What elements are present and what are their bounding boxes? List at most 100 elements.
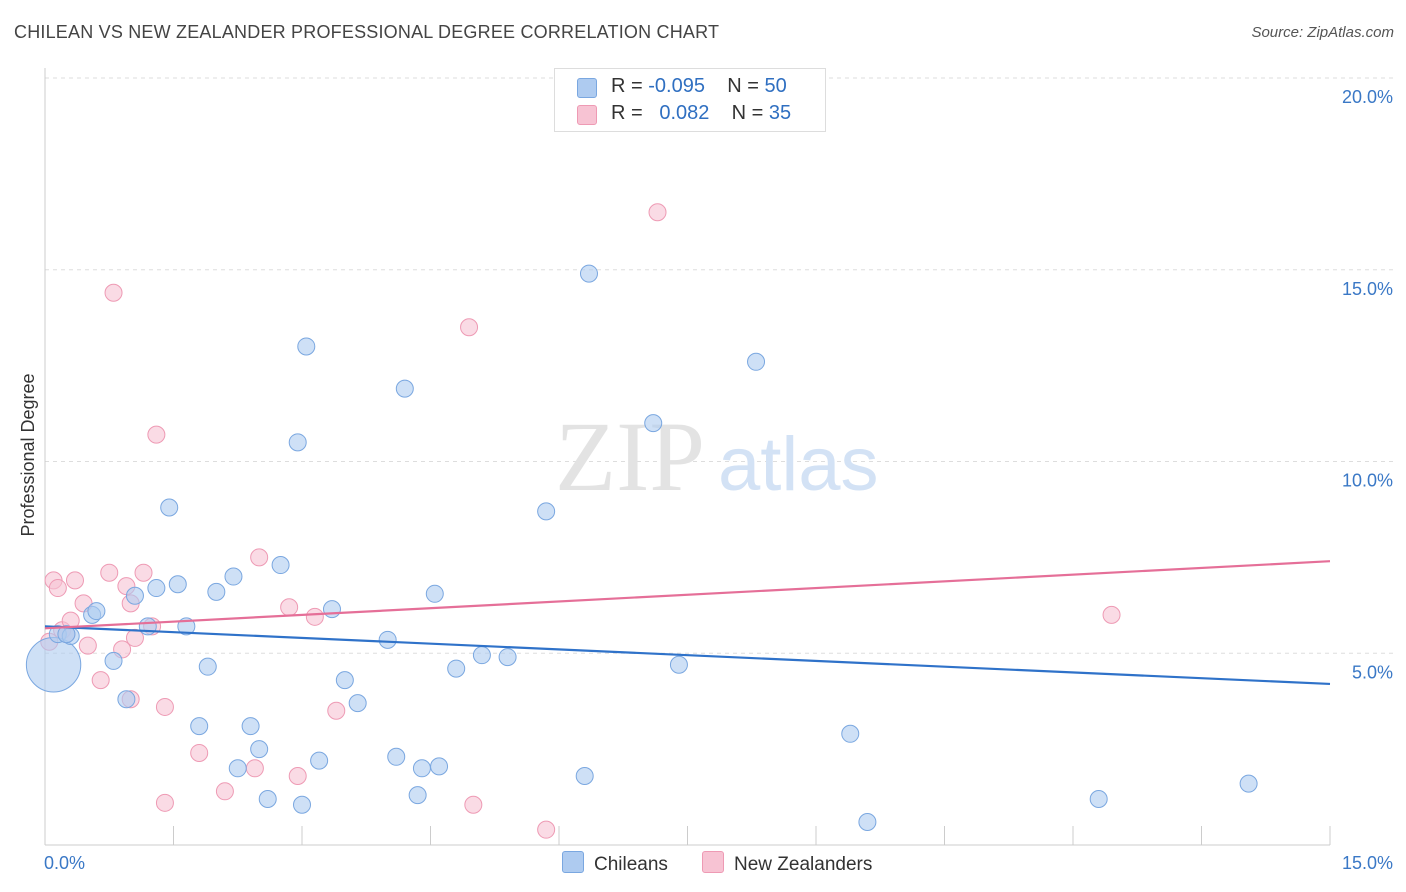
point-new-zealanders-29 — [327, 701, 346, 720]
point-chileans-25 — [310, 751, 329, 770]
point-new-zealanders-19 — [147, 425, 166, 444]
point-chileans-22 — [288, 433, 307, 452]
legend-n-label: N = — [727, 75, 765, 97]
point-new-zealanders-28 — [305, 607, 324, 626]
bottom-legend-label-chileans: Chileans — [594, 854, 668, 875]
point-new-zealanders-6 — [65, 571, 84, 590]
source-label: Source: ZipAtlas.com — [1251, 24, 1394, 41]
point-chileans-40 — [575, 766, 594, 785]
point-chileans-7 — [125, 586, 144, 605]
point-chileans-6 — [117, 690, 136, 709]
point-chileans-30 — [387, 747, 406, 766]
point-chileans-9 — [147, 579, 166, 598]
point-chileans-37 — [472, 646, 491, 665]
point-chileans-5 — [104, 651, 123, 670]
legend-r-label: R = — [611, 102, 649, 124]
point-chileans-17 — [228, 759, 247, 778]
point-new-zealanders-17 — [134, 563, 153, 582]
point-chileans-38 — [498, 648, 517, 667]
point-new-zealanders-11 — [104, 283, 123, 302]
legend-n-label: N = — [731, 102, 769, 124]
point-chileans-10 — [160, 498, 179, 517]
point-chileans-24 — [297, 337, 316, 356]
point-chileans-41 — [579, 264, 598, 283]
point-chileans-34 — [425, 584, 444, 603]
point-new-zealanders-2 — [48, 579, 67, 598]
point-new-zealanders-27 — [288, 766, 307, 785]
grid-lines — [45, 77, 1395, 654]
watermark-atlas: atlas — [718, 422, 879, 507]
point-new-zealanders-21 — [155, 793, 174, 812]
point-new-zealanders-30 — [460, 318, 479, 337]
point-chileans-36 — [447, 659, 466, 678]
point-chileans-4 — [87, 602, 106, 621]
chart-title: CHILEAN VS NEW ZEALANDER PROFESSIONAL DE… — [14, 22, 720, 42]
trend-line-new-zealanders — [44, 560, 1331, 630]
point-chileans-13 — [190, 717, 209, 736]
point-chileans-45 — [841, 724, 860, 743]
tick-labels: 5.0% 10.0% 15.0% 20.0% 0.0% 15.0% — [44, 87, 1393, 873]
axes — [44, 68, 1331, 846]
point-new-zealanders-24 — [245, 759, 264, 778]
point-chileans-49 — [57, 625, 76, 644]
trend-lines — [44, 560, 1331, 686]
point-chileans-39 — [537, 502, 556, 521]
y-axis-title: Professional Degree — [18, 373, 38, 536]
x-tick-label-end: 15.0% — [1342, 853, 1393, 873]
bottom-legend-label-new-zealanders: New Zealanders — [734, 854, 873, 875]
point-chileans-44 — [747, 352, 766, 371]
watermark-zip: ZIP — [555, 401, 705, 512]
point-new-zealanders-23 — [215, 782, 234, 801]
point-new-zealanders-25 — [250, 548, 269, 567]
point-new-zealanders-34 — [1102, 605, 1121, 624]
point-chileans-33 — [412, 759, 431, 778]
point-chileans-19 — [250, 740, 269, 759]
point-chileans-32 — [408, 786, 427, 805]
point-new-zealanders-22 — [190, 743, 209, 762]
legend-r-value: 0.082 — [659, 102, 710, 124]
point-new-zealanders-33 — [648, 203, 667, 222]
point-chileans-27 — [335, 671, 354, 690]
point-chileans-26 — [322, 600, 341, 619]
x-tick-label-start: 0.0% — [44, 853, 85, 873]
legend-swatch-chileans — [577, 78, 597, 98]
point-chileans-28 — [348, 694, 367, 713]
point-chileans-16 — [224, 567, 243, 586]
y-tick-label-3: 20.0% — [1342, 87, 1393, 107]
y-tick-label-0: 5.0% — [1352, 662, 1393, 682]
point-chileans-20 — [258, 789, 277, 808]
point-chileans-23 — [293, 795, 311, 814]
point-chileans-48 — [1239, 774, 1258, 793]
legend-swatch-new-zealanders — [577, 105, 597, 125]
point-new-zealanders-32 — [537, 820, 556, 839]
point-chileans-46 — [858, 812, 877, 831]
point-chileans-47 — [1089, 789, 1108, 808]
point-new-zealanders-20 — [155, 697, 174, 716]
point-chileans-43 — [669, 655, 688, 674]
y-tick-label-2: 15.0% — [1342, 279, 1393, 299]
point-new-zealanders-9 — [91, 671, 110, 690]
point-chileans-35 — [430, 757, 449, 776]
legend-n-value: 50 — [764, 75, 787, 97]
point-chileans-42 — [644, 414, 663, 433]
watermark: ZIP atlas — [555, 401, 879, 512]
point-chileans-15 — [207, 582, 226, 601]
bottom-legend-swatch-new-zealanders — [702, 851, 724, 873]
legend-row-new-zealanders: R = 0.082 N = 35 — [577, 102, 791, 128]
legend-row-chileans: R = -0.095 N = 50 — [577, 75, 787, 101]
trend-line-chileans — [44, 625, 1331, 686]
bottom-legend-chileans: Chileans — [562, 851, 668, 876]
stats-legend: R = -0.095 N = 50 R = 0.082 N = 35 — [554, 68, 826, 132]
data-points — [25, 203, 1258, 839]
legend-n-value: 35 — [768, 102, 792, 124]
point-chileans-11 — [168, 575, 187, 594]
bottom-legend-swatch-chileans — [562, 851, 584, 873]
y-tick-label-1: 10.0% — [1342, 471, 1393, 491]
legend-r-value: -0.095 — [648, 75, 705, 97]
bottom-legend-new-zealanders: New Zealanders — [702, 851, 872, 876]
point-new-zealanders-31 — [464, 795, 483, 814]
point-new-zealanders-10 — [100, 563, 119, 582]
point-chileans-31 — [395, 379, 414, 398]
point-chileans-0 — [25, 637, 82, 693]
